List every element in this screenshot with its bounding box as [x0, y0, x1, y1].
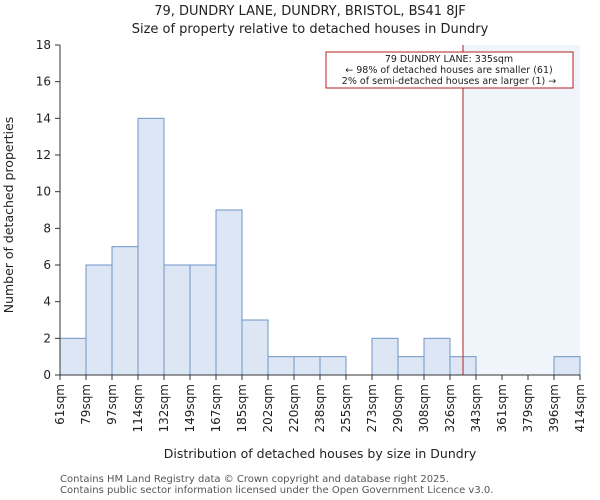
x-tick-label: 290sqm [391, 384, 405, 432]
x-tick-label: 379sqm [521, 384, 535, 432]
x-tick-label: 185sqm [235, 384, 249, 432]
chart-title-line1: 79, DUNDRY LANE, DUNDRY, BRISTOL, BS41 8… [154, 4, 466, 19]
x-tick-label: 114sqm [131, 384, 145, 432]
histogram-bar [371, 337, 399, 376]
y-tick-label: 18 [36, 38, 51, 52]
y-tick-label: 10 [36, 185, 51, 199]
x-tick-label: 149sqm [183, 384, 197, 432]
footer-line2: Contains public sector information licen… [60, 485, 494, 496]
x-tick-label: 61sqm [53, 384, 67, 425]
x-axis-label: Distribution of detached houses by size … [164, 446, 477, 461]
y-tick-label: 12 [36, 148, 51, 162]
x-tick-label: 238sqm [313, 384, 327, 432]
plot-area: 0 2 4 6 8 10 12 14 16 18 61sqm 79sqm 97sqm 114sqm 132s… [36, 38, 587, 432]
annotation-line2: ← 98% of detached houses are smaller (61… [345, 65, 552, 76]
histogram-bar [59, 337, 87, 376]
x-tick-label: 79sqm [79, 384, 93, 425]
chart-title-line2: Size of property relative to detached ho… [132, 22, 489, 37]
histogram-bar [137, 117, 165, 376]
y-tick-label: 2 [43, 331, 51, 345]
histogram-bar [397, 356, 425, 376]
footer-line1: Contains HM Land Registry data © Crown c… [60, 474, 449, 485]
y-tick-label: 4 [43, 295, 51, 309]
x-tick-label: 308sqm [417, 384, 431, 432]
x-tick-label: 273sqm [365, 384, 379, 432]
x-tick-label: 326sqm [443, 384, 457, 432]
histogram-bar [215, 209, 243, 376]
x-tick-label: 167sqm [209, 384, 223, 432]
histogram-bar [163, 264, 191, 376]
histogram-bar [267, 356, 295, 376]
y-tick-label: 14 [36, 111, 51, 125]
x-tick-label: 202sqm [261, 384, 275, 432]
y-tick-label: 0 [43, 368, 51, 382]
y-tick-label: 16 [36, 75, 51, 89]
y-tick-label: 6 [43, 258, 51, 272]
x-tick-label: 396sqm [547, 384, 561, 432]
annotation-line1: 79 DUNDRY LANE: 335sqm [385, 54, 513, 65]
larger-region-shade [463, 45, 580, 375]
annotation-box [325, 51, 574, 89]
x-tick-label: 220sqm [287, 384, 301, 432]
histogram-bar [111, 246, 139, 376]
histogram-chart: 79, DUNDRY LANE, DUNDRY, BRISTOL, BS41 8… [1, 4, 587, 461]
histogram-bar [423, 337, 451, 376]
x-tick-label: 255sqm [339, 384, 353, 432]
x-tick-label: 132sqm [157, 384, 171, 432]
histogram-bar [241, 319, 269, 376]
annotation-line3: 2% of semi-detached houses are larger (1… [342, 76, 556, 87]
histogram-bar [85, 264, 113, 376]
x-tick-label: 343sqm [469, 384, 483, 432]
y-axis-label: Number of detached properties [1, 117, 16, 314]
x-tick-label: 97sqm [105, 384, 119, 425]
histogram-bar [189, 264, 217, 376]
x-tick-label: 361sqm [495, 384, 509, 432]
histogram-bar [553, 356, 581, 376]
histogram-bar [293, 356, 321, 376]
histogram-bar [319, 356, 347, 376]
y-tick-label: 8 [43, 221, 51, 235]
x-tick-label: 414sqm [573, 384, 587, 432]
